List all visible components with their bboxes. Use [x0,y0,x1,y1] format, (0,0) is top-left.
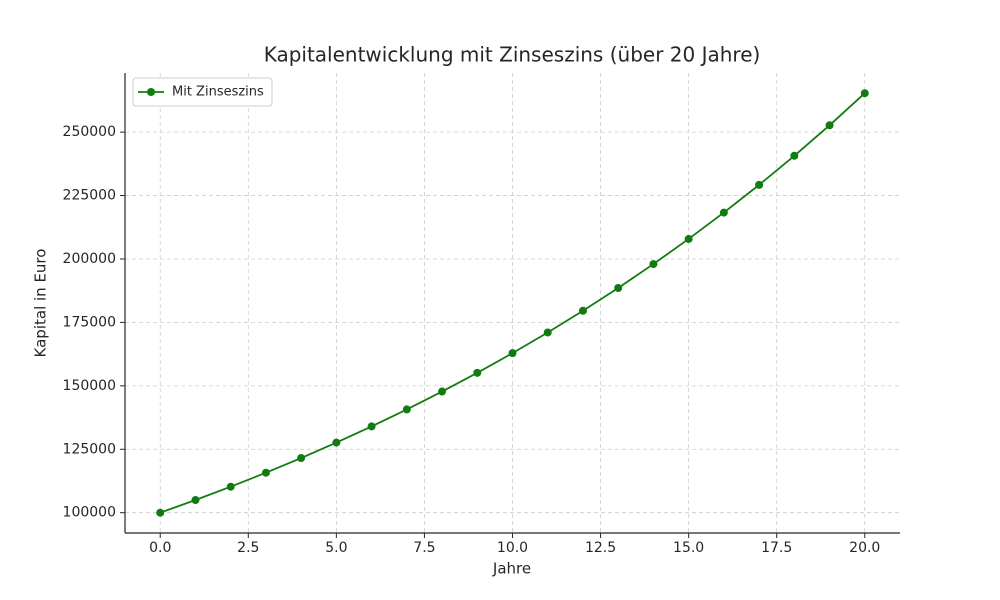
x-axis-label: Jahre [492,560,531,578]
data-point [790,151,799,160]
data-point [226,482,235,491]
data-point [543,328,552,337]
x-tick-label: 0.0 [149,540,171,556]
y-tick-label: 175000 [63,314,116,330]
x-tick-label: 5.0 [325,540,347,556]
data-point [825,121,834,130]
data-point [614,283,623,292]
legend-marker [147,88,155,96]
data-point [261,468,270,477]
y-tick-label: 200000 [63,251,116,267]
data-point [508,349,517,358]
data-point [438,387,447,396]
x-tick-label: 20.0 [849,540,880,556]
grid [125,73,900,533]
data-point [473,368,482,377]
y-axis-label: Kapital in Euro [32,249,50,358]
y-tick-label: 125000 [63,441,116,457]
y-tick-label: 150000 [63,378,116,394]
x-tick-label: 12.5 [585,540,616,556]
data-point [402,405,411,414]
data-point [578,306,587,315]
data-point [156,508,165,517]
legend-label: Mit Zinseszins [172,85,264,100]
x-tick-label: 17.5 [761,540,792,556]
data-point [367,422,376,431]
y-tick-label: 250000 [63,124,116,140]
data-point [719,208,728,217]
x-tick-label: 10.0 [497,540,528,556]
data-point [755,180,764,189]
x-tick-label: 7.5 [413,540,435,556]
data-point [191,496,200,505]
x-tick-label: 2.5 [237,540,259,556]
data-point [684,234,693,243]
legend-frame [132,77,273,107]
y-tick-label: 225000 [63,188,116,204]
chart-title: Kapitalentwicklung mit Zinseszins (über … [264,43,761,67]
data-point [649,260,658,269]
x-tick-label: 15.0 [673,540,704,556]
data-line [159,92,866,514]
legend: Mit Zinseszins [132,77,273,107]
data-point [860,89,869,98]
data-point [332,438,341,447]
y-tick-label: 100000 [63,505,116,521]
data-point [297,454,306,463]
